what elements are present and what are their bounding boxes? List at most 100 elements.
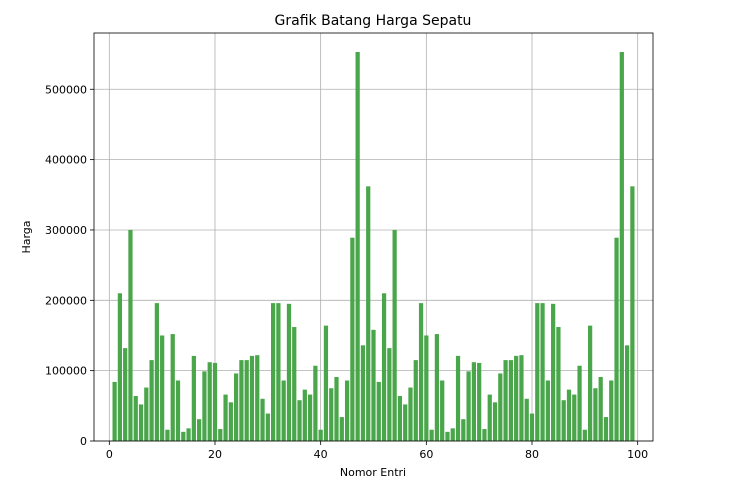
- bar: [461, 419, 466, 441]
- y-tick-label: 0: [80, 435, 87, 448]
- bar: [413, 360, 418, 441]
- bar: [329, 388, 334, 441]
- y-axis-ticks: 0 100000 200000 300000 400000 500000: [45, 83, 94, 448]
- bar: [477, 362, 482, 441]
- bar: [455, 355, 461, 441]
- bar: [334, 376, 339, 441]
- bar: [561, 400, 566, 441]
- bar: [292, 327, 297, 441]
- x-tick-label: 0: [106, 448, 113, 461]
- bar: [434, 334, 440, 441]
- bar: [197, 419, 202, 441]
- x-tick-label: 80: [525, 448, 539, 461]
- bars: [112, 51, 635, 441]
- bar: [313, 365, 318, 441]
- bar: [191, 355, 196, 441]
- y-tick-label: 300000: [45, 224, 87, 237]
- bar: [117, 293, 123, 441]
- chart-title: Grafik Batang Harga Sepatu: [275, 13, 472, 29]
- bar: [144, 387, 149, 441]
- bar: [355, 51, 360, 441]
- x-tick-label: 20: [208, 448, 222, 461]
- bar: [181, 431, 186, 441]
- bar: [514, 355, 519, 441]
- bar: [508, 360, 513, 441]
- y-tick-label: 200000: [45, 294, 87, 307]
- bar: [170, 334, 175, 441]
- bar: [165, 429, 170, 441]
- bar: [228, 402, 233, 441]
- bar: [408, 387, 413, 441]
- plot-frame: [93, 32, 654, 442]
- bar: [350, 237, 355, 441]
- bar: [323, 325, 329, 441]
- bar: [440, 380, 445, 441]
- bar: [128, 229, 133, 441]
- bar: [535, 303, 540, 441]
- bar: [160, 335, 165, 441]
- bar: [387, 348, 392, 441]
- bar: [360, 345, 366, 441]
- bar: [138, 404, 144, 441]
- y-tick-label: 400000: [45, 154, 87, 167]
- bar: [519, 355, 524, 441]
- bar: [466, 371, 471, 441]
- bar: [307, 394, 313, 441]
- bar: [418, 303, 424, 441]
- bar: [609, 380, 614, 441]
- bar: [276, 303, 281, 441]
- bar: [445, 431, 450, 441]
- x-axis-ticks: 0 20 40 60 80 100: [106, 441, 648, 461]
- bar: [371, 329, 376, 441]
- bar: [249, 355, 255, 441]
- bar: [149, 360, 154, 441]
- bar: [471, 362, 477, 441]
- bar: [487, 394, 492, 441]
- bar: [302, 389, 307, 441]
- bar: [265, 413, 270, 441]
- bar: [255, 355, 260, 441]
- bar: [588, 325, 593, 441]
- bar: [202, 371, 207, 441]
- bar: [207, 362, 212, 441]
- bar: [540, 303, 545, 441]
- x-tick-label: 40: [314, 448, 328, 461]
- bar: [529, 413, 535, 441]
- bar: [566, 389, 572, 441]
- x-axis-label: Nomor Entri: [340, 466, 406, 479]
- bar: [492, 402, 498, 441]
- bar: [133, 395, 138, 441]
- bar: [545, 380, 550, 441]
- bar: [593, 388, 598, 441]
- bar: [344, 380, 350, 441]
- bar: [498, 373, 503, 441]
- bar: [281, 380, 286, 441]
- bar: [239, 360, 244, 441]
- bar: [318, 429, 323, 441]
- bar: [572, 394, 577, 441]
- bar: [424, 335, 429, 441]
- bar: [403, 404, 408, 441]
- bar: [270, 303, 276, 441]
- x-tick-label: 100: [627, 448, 648, 461]
- bar: [286, 303, 292, 441]
- bar: [218, 429, 223, 441]
- bar: [112, 381, 117, 441]
- bar: [598, 376, 603, 441]
- bar: [381, 293, 387, 441]
- bar: [582, 429, 587, 441]
- bar: [619, 51, 624, 441]
- bar: [482, 429, 487, 441]
- bar: [175, 380, 181, 441]
- bar: [630, 186, 635, 441]
- bar: [551, 303, 556, 441]
- bar: [614, 237, 619, 441]
- bar: [392, 229, 397, 441]
- bar: [297, 400, 302, 441]
- bar: [429, 429, 434, 441]
- bar: [603, 417, 609, 441]
- bar: [556, 327, 561, 441]
- x-tick-label: 60: [419, 448, 433, 461]
- bar: [154, 303, 159, 441]
